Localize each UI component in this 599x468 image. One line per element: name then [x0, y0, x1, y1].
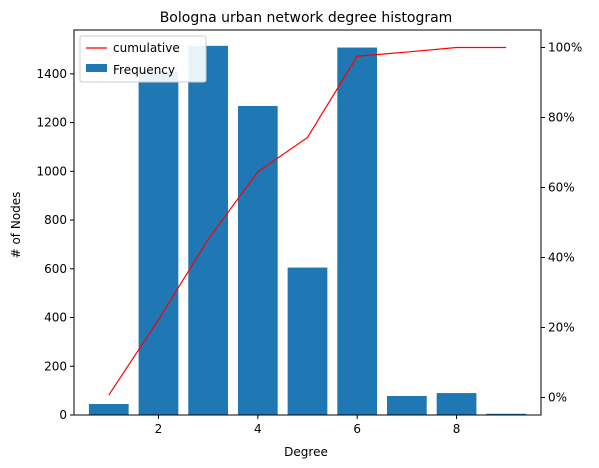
y2-tick-label: 80%: [548, 111, 575, 125]
bar-degree-2: [138, 71, 179, 416]
bar-degree-7: [386, 395, 427, 415]
y-tick-label: 1200: [36, 116, 67, 130]
y-axis-label: # of Nodes: [9, 192, 23, 259]
legend-box: [79, 35, 207, 83]
bar-degree-9: [486, 413, 527, 415]
y-tick-label: 1400: [36, 67, 67, 81]
legend: cumulative Frequency: [79, 35, 207, 83]
bar-degree-4: [237, 106, 278, 415]
bar-degree-1: [88, 404, 129, 415]
y2-tick-label: 20%: [548, 321, 575, 335]
bar-degree-3: [188, 45, 229, 416]
x-tick-label: 2: [155, 422, 163, 436]
x-tick-label: 8: [453, 422, 461, 436]
y-tick-label: 800: [44, 213, 67, 227]
x-tick-label: 6: [353, 422, 361, 436]
y-tick-label: 200: [44, 359, 67, 373]
x-axis-label: Degree: [284, 445, 328, 459]
y2-tick-label: 60%: [548, 181, 575, 195]
bar-degree-5: [287, 267, 328, 415]
legend-frequency-swatch: [86, 64, 107, 72]
y2-tick-label: 40%: [548, 251, 575, 265]
bars-layer: [88, 45, 527, 416]
y-tick-label: 0: [59, 408, 67, 422]
cumulative-line: [108, 46, 507, 396]
y2-tick-label: 0%: [548, 391, 567, 405]
bar-degree-8: [436, 393, 477, 415]
bottom-axis: 2 4 6 8: [155, 415, 461, 436]
y-tick-label: 400: [44, 311, 67, 325]
y2-tick-label: 100%: [548, 41, 582, 55]
left-axis: 0 200 400 600 800 1000 1200 1400: [36, 67, 74, 422]
legend-cumulative-label: cumulative: [113, 41, 180, 55]
chart-title: Bologna urban network degree histogram: [160, 10, 453, 26]
y-tick-label: 600: [44, 262, 67, 276]
plot-frame: [73, 29, 542, 416]
right-axis: 0% 20% 40% 60% 80% 100%: [541, 41, 582, 405]
legend-frequency-label: Frequency: [113, 63, 175, 77]
cumulative-line-layer: [108, 46, 507, 396]
y-tick-label: 1000: [36, 164, 67, 178]
bar-degree-6: [337, 47, 378, 415]
x-tick-label: 4: [254, 422, 262, 436]
